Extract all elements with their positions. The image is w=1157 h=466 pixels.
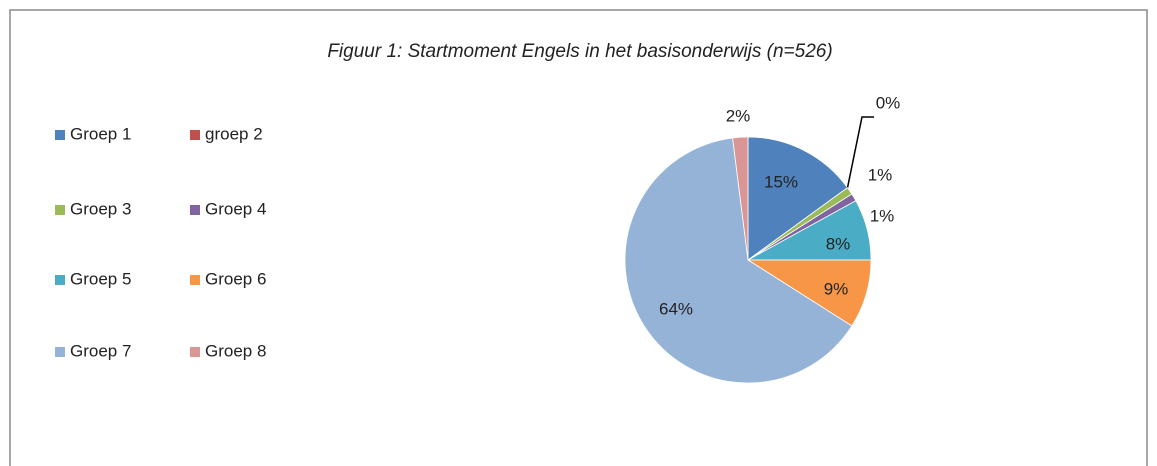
legend-swatch <box>190 130 200 140</box>
leader-line <box>846 116 874 188</box>
data-label: 1% <box>868 165 893 184</box>
chart-title: Figuur 1: Startmoment Engels in het basi… <box>327 41 832 62</box>
legend-swatch <box>55 205 65 215</box>
legend-swatch <box>55 130 65 140</box>
pie-slice <box>732 136 749 261</box>
chart-frame <box>9 9 1148 466</box>
legend-swatch <box>190 205 200 215</box>
legend-swatch <box>55 275 65 285</box>
legend-swatch <box>55 347 65 357</box>
legend-label: Groep 1 <box>70 124 131 143</box>
data-label: 1% <box>870 206 895 225</box>
legend-swatch <box>190 275 200 285</box>
legend-label: Groep 7 <box>70 341 131 360</box>
legend-label: groep 2 <box>205 124 263 143</box>
legend-label: Groep 4 <box>205 199 266 218</box>
data-label: 64% <box>659 299 693 318</box>
legend-swatch <box>190 347 200 357</box>
data-label: 0% <box>876 93 901 112</box>
data-label: 9% <box>824 279 849 298</box>
legend-label: Groep 5 <box>70 269 131 288</box>
data-label: 2% <box>726 106 751 125</box>
data-label: 15% <box>764 172 798 191</box>
legend-label: Groep 6 <box>205 269 266 288</box>
pie-slice <box>747 136 849 261</box>
pie-slice <box>624 137 853 384</box>
legend-label: Groep 8 <box>205 341 266 360</box>
data-label: 8% <box>826 234 851 253</box>
legend-label: Groep 3 <box>70 199 131 218</box>
